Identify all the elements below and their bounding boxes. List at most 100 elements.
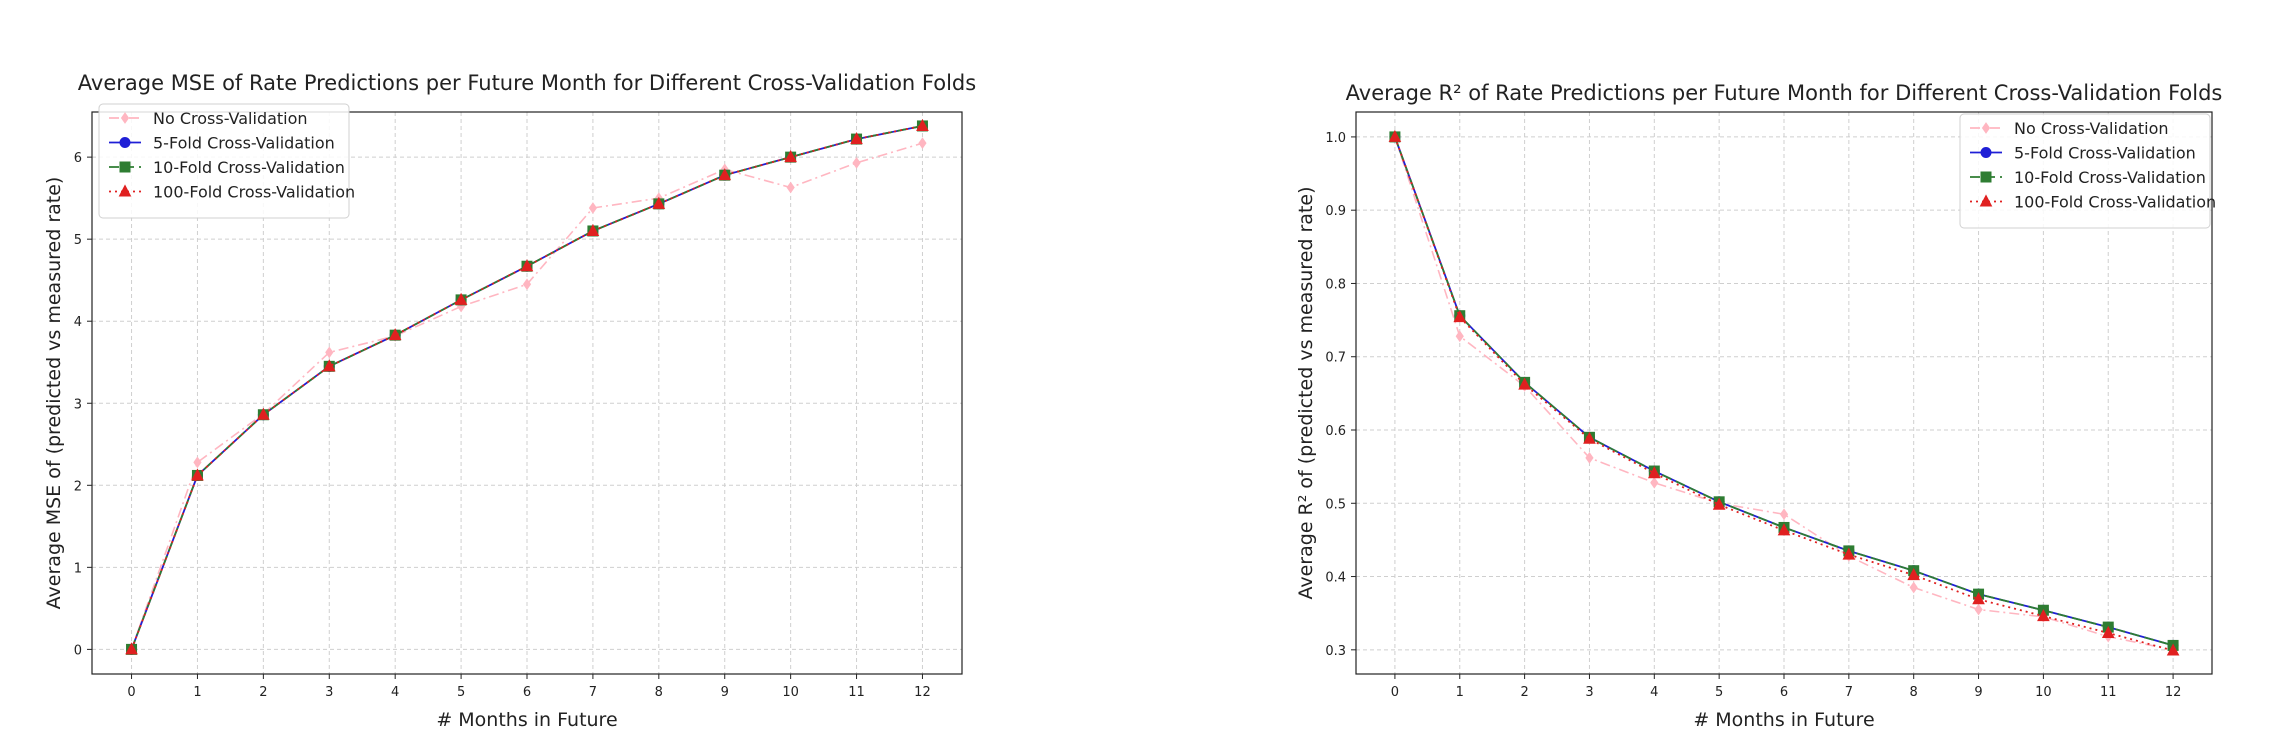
r2-chart-title: Average R² of Rate Predictions per Futur…: [1346, 81, 2223, 105]
r2-legend: No Cross-Validation 5-Fold Cross-Validati…: [1959, 113, 2216, 229]
mse-x-tick-label: 2: [259, 685, 267, 700]
mse-data-point: [520, 259, 534, 272]
r2-x-tick-label: 6: [1780, 685, 1788, 700]
r2-data-point: [1779, 508, 1789, 521]
r2-legend-swatch-marker: [1979, 194, 1993, 207]
r2-x-tick-label: 4: [1650, 685, 1658, 700]
r2-legend-label: 10-Fold Cross-Validation: [2014, 168, 2206, 187]
mse-y-tick-label: 1: [74, 561, 82, 576]
r2-legend-swatch-marker: [1980, 147, 1992, 158]
mse-x-axis-label: # Months in Future: [436, 709, 617, 731]
mse-x-tick-label: 9: [721, 685, 729, 700]
mse-data-point: [257, 407, 270, 420]
mse-x-tick-label: 5: [457, 685, 465, 700]
mse-x-tick-label: 0: [127, 685, 135, 700]
mse-x-tick-label: 8: [655, 685, 663, 700]
mse-legend-swatch-marker: [118, 184, 132, 197]
mse-data-point: [454, 292, 468, 305]
r2-data-point: [2166, 643, 2180, 656]
r2-y-tick-label: 0.5: [1325, 497, 1346, 512]
mse-data-point: [586, 223, 600, 236]
mse-y-tick-label: 2: [74, 479, 82, 494]
r2-x-tick-label: 8: [1910, 685, 1918, 700]
mse-legend-label: No Cross-Validation: [153, 109, 308, 128]
mse-data-point: [652, 196, 666, 209]
mse-data-point: [588, 202, 598, 214]
mse-legend-label: 100-Fold Cross-Validation: [153, 183, 355, 202]
r2-x-tick-label: 11: [2100, 685, 2117, 700]
mse-x-tick-label: 12: [914, 685, 931, 700]
r2-x-tick-label: 3: [1585, 685, 1593, 700]
r2-data-point: [1909, 581, 1918, 594]
mse-data-point: [388, 328, 402, 341]
mse-legend: No Cross-Validation 5-Fold Cross-Validati…: [98, 103, 355, 219]
mse-y-tick-label: 5: [74, 233, 82, 248]
mse-x-tick-label: 4: [391, 685, 399, 700]
r2-legend-label: 100-Fold Cross-Validation: [2014, 193, 2216, 212]
mse-x-tick-label: 7: [589, 685, 597, 700]
r2-y-tick-label: 0.7: [1325, 351, 1346, 366]
mse-data-point: [918, 137, 927, 150]
r2-x-tick-label: 7: [1845, 685, 1853, 700]
r2-x-tick-label: 2: [1520, 685, 1528, 700]
mse-y-tick-label: 6: [74, 151, 82, 166]
r2-x-tick-label: 1: [1456, 685, 1464, 700]
r2-data-point: [1647, 466, 1661, 479]
r2-data-point: [1777, 523, 1791, 536]
mse-legend-label: 10-Fold Cross-Validation: [153, 158, 345, 177]
r2-x-tick-label: 0: [1391, 685, 1399, 700]
r2-legend-swatch-marker: [1980, 171, 1992, 183]
r2-legend-box: [1959, 113, 2211, 229]
r2-data-point: [1388, 129, 1402, 142]
mse-data-point: [916, 118, 929, 131]
mse-data-point: [850, 131, 863, 145]
mse-data-point: [125, 642, 138, 655]
mse-legend-box: [98, 103, 350, 219]
mse-data-point: [522, 278, 532, 291]
mse-legend-swatch-marker: [119, 161, 131, 173]
r2-data-point: [1842, 547, 1856, 560]
r2-y-axis-label: Average R² of (predicted vs measured rat…: [1295, 186, 1317, 599]
r2-y-tick-label: 0.6: [1325, 424, 1346, 439]
r2-data-point: [1972, 592, 1985, 605]
r2-data-point: [1518, 377, 1531, 390]
r2-data-point: [1453, 310, 1467, 323]
mse-y-axis-label: Average MSE of (predicted vs measured ra…: [43, 177, 65, 610]
r2-y-tick-label: 0.4: [1325, 571, 1346, 586]
mse-data-point: [784, 150, 797, 163]
r2-data-point: [2037, 609, 2050, 622]
mse-data-point: [191, 468, 204, 481]
r2-data-point: [1974, 603, 1983, 616]
mse-data-point: [322, 359, 336, 372]
r2-x-tick-label: 9: [1974, 685, 1982, 700]
mse-x-tick-label: 6: [523, 685, 531, 700]
r2-y-tick-label: 0.8: [1325, 277, 1346, 292]
mse-y-tick-label: 4: [74, 315, 82, 330]
mse-x-tick-label: 1: [193, 685, 201, 700]
mse-data-point: [325, 346, 334, 359]
mse-y-tick-label: 3: [74, 397, 82, 412]
r2-y-tick-label: 1.0: [1325, 131, 1346, 146]
r2-x-tick-label: 5: [1715, 685, 1723, 700]
mse-legend-swatch-marker: [120, 112, 130, 124]
mse-legend-label: 5-Fold Cross-Validation: [153, 134, 335, 153]
r2-data-point: [1585, 451, 1594, 464]
mse-x-tick-label: 3: [325, 685, 333, 700]
r2-y-tick-label: 0.3: [1325, 644, 1346, 659]
r2-legend-label: 5-Fold Cross-Validation: [2014, 144, 2196, 163]
mse-data-point: [786, 181, 795, 194]
mse-data-point: [193, 456, 202, 469]
r2-data-point: [1712, 497, 1726, 510]
r2-legend-swatch-marker: [1981, 122, 1991, 134]
r2-data-point: [1455, 330, 1464, 343]
mse-y-tick-label: 0: [74, 643, 82, 658]
r2-x-tick-label: 10: [2035, 685, 2052, 700]
mse-data-point: [718, 168, 732, 181]
mse-x-tick-label: 11: [848, 685, 865, 700]
r2-x-axis-label: # Months in Future: [1693, 709, 1874, 731]
r2-data-point: [1583, 431, 1596, 444]
r2-data-point: [2101, 625, 2115, 638]
